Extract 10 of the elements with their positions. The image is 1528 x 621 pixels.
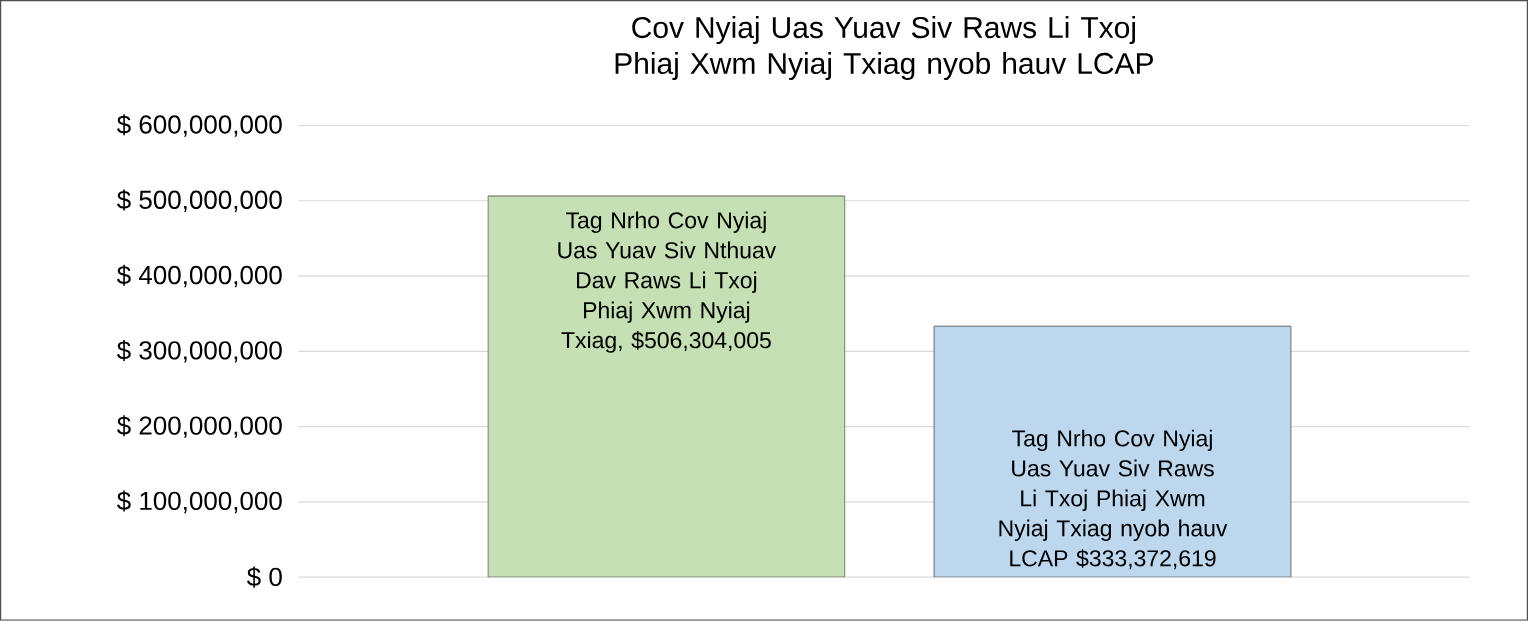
y-tick-label: $ 300,000,000 [116, 340, 282, 363]
data-label: Tag Nrho Cov Nyiaj Uas Yuav Siv Nthuav Dav Raws Li Txoj Phiaj Xwm Nyiaj Txiag, $506,304,005 [558, 211, 777, 354]
data-label: Tag Nrho Cov Nyiaj Uas Yuav Siv Raws Li Txoj Phiaj Xwm Nyiaj Txiag nyob hauv LCAP $333,372,619 [999, 429, 1228, 570]
chart-title: Cov Nyiaj Uas Yuav Siv Raws Li Txoj Phiaj Xwm Nyiaj Txiag nyob hauv LCAP [615, 16, 1153, 81]
y-tick-label: $ 200,000,000 [116, 415, 282, 439]
y-tick-label: $ 0 [247, 566, 282, 588]
y-tick-label: $ 500,000,000 [116, 189, 282, 213]
y-tick-label: $ 400,000,000 [116, 264, 282, 288]
y-tick-label: $ 600,000,000 [116, 114, 282, 137]
y-tick-label: $ 100,000,000 [116, 490, 282, 514]
